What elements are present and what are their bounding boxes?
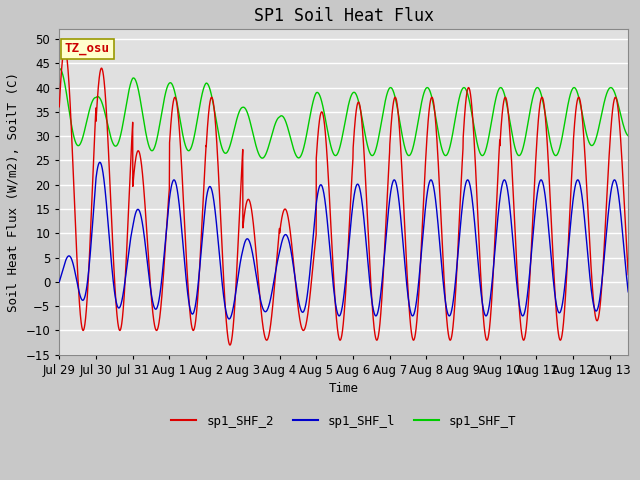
sp1_SHF_T xyxy=(56,66,63,72)
sp1_SHF_2 xyxy=(226,342,234,348)
sp1_SHF_l xyxy=(625,289,632,295)
sp1_SHF_T xyxy=(524,124,531,130)
sp1_SHF_2 xyxy=(625,272,632,277)
sp1_SHF_T xyxy=(56,66,63,72)
sp1_SHF_l xyxy=(480,309,488,315)
sp1_SHF_T xyxy=(426,87,433,93)
sp1_SHF_2 xyxy=(524,314,531,320)
Legend: sp1_SHF_2, sp1_SHF_l, sp1_SHF_T: sp1_SHF_2, sp1_SHF_l, sp1_SHF_T xyxy=(166,410,521,433)
sp1_SHF_T xyxy=(259,155,266,161)
sp1_SHF_2 xyxy=(61,46,68,51)
sp1_SHF_l xyxy=(273,262,281,267)
sp1_SHF_T xyxy=(480,151,488,157)
X-axis label: Time: Time xyxy=(329,383,359,396)
sp1_SHF_2 xyxy=(397,145,404,151)
sp1_SHF_l xyxy=(96,159,104,165)
Line: sp1_SHF_T: sp1_SHF_T xyxy=(60,69,628,158)
sp1_SHF_l xyxy=(524,293,531,299)
sp1_SHF_2 xyxy=(426,104,433,110)
Y-axis label: Soil Heat Flux (W/m2), SoilT (C): Soil Heat Flux (W/m2), SoilT (C) xyxy=(7,72,20,312)
Text: TZ_osu: TZ_osu xyxy=(65,42,110,55)
sp1_SHF_l xyxy=(426,179,433,185)
Title: SP1 Soil Heat Flux: SP1 Soil Heat Flux xyxy=(254,7,434,25)
Line: sp1_SHF_l: sp1_SHF_l xyxy=(60,162,628,319)
sp1_SHF_2 xyxy=(480,322,488,328)
sp1_SHF_2 xyxy=(159,282,166,288)
sp1_SHF_2 xyxy=(273,254,281,260)
sp1_SHF_l xyxy=(397,215,404,221)
sp1_SHF_l xyxy=(225,316,233,322)
sp1_SHF_T xyxy=(273,117,281,123)
Line: sp1_SHF_2: sp1_SHF_2 xyxy=(60,48,628,345)
sp1_SHF_T xyxy=(397,124,404,130)
sp1_SHF_l xyxy=(56,279,63,285)
sp1_SHF_T xyxy=(159,104,166,110)
sp1_SHF_2 xyxy=(56,104,63,109)
sp1_SHF_l xyxy=(159,267,166,273)
sp1_SHF_T xyxy=(625,133,632,139)
